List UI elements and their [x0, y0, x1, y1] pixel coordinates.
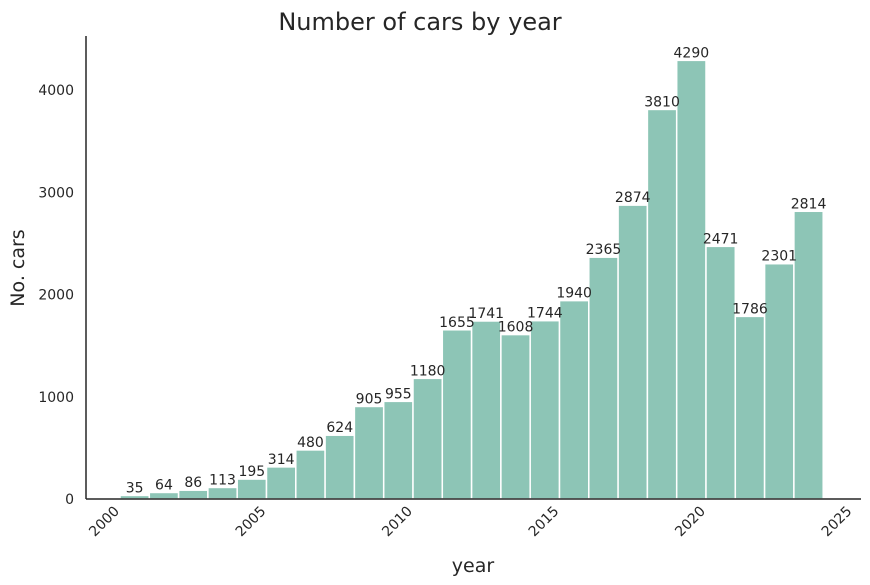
bar-value-label-2002: 86 [184, 475, 202, 491]
bar-value-label-2018: 3810 [644, 94, 680, 110]
bars-group [119, 59, 824, 500]
bar-2006 [295, 449, 326, 500]
bar-value-label-2001: 64 [155, 477, 173, 493]
bar-value-label-2017: 2874 [615, 190, 651, 206]
x-tick-labels: 2000 2005 2010 2015 2020 2025 [86, 504, 855, 541]
bar-2007 [324, 434, 356, 500]
bar-2017 [617, 204, 649, 500]
bar-value-label-2022: 2301 [761, 249, 797, 265]
bar-2002 [177, 489, 209, 500]
bar-value-label-2008: 905 [356, 391, 383, 407]
y-tick-label-4000: 4000 [38, 83, 74, 99]
bar-value-label-2014: 1744 [527, 306, 563, 322]
y-tick-label-1000: 1000 [38, 390, 74, 406]
x-axis-label: year [452, 555, 495, 577]
bar-2016 [588, 256, 619, 500]
bar-value-label-2021: 1786 [732, 301, 768, 317]
bar-2020 [705, 245, 737, 500]
bar-value-label-2000: 35 [126, 480, 144, 496]
bar-2021 [734, 315, 766, 500]
x-tick-label-2010: 2010 [379, 504, 416, 541]
bar-value-label-2009: 955 [385, 386, 412, 402]
bar-value-label-2006: 480 [297, 435, 324, 451]
bar-2010 [412, 377, 444, 500]
bar-2005 [265, 466, 297, 500]
bar-2011 [441, 329, 473, 500]
bar-2008 [353, 405, 385, 500]
bar-2018 [646, 108, 678, 500]
y-axis-label: No. cars [7, 229, 29, 306]
bar-value-label-2019: 4290 [674, 45, 710, 61]
bar-value-label-2023: 2814 [791, 196, 827, 212]
bar-value-label-2003: 113 [209, 472, 236, 488]
y-tick-labels: 0 1000 2000 3000 4000 [38, 83, 74, 508]
x-tick-label-2000: 2000 [86, 504, 123, 541]
x-tick-label-2005: 2005 [233, 504, 270, 541]
bar-value-label-2011: 1655 [439, 315, 475, 331]
bar-value-label-2012: 1741 [468, 306, 504, 322]
bar-value-label-2004: 195 [238, 464, 265, 480]
bar-2019 [675, 59, 707, 500]
bar-value-label-2007: 624 [326, 420, 353, 436]
bar-2004 [236, 478, 268, 500]
bar-value-label-2005: 314 [268, 452, 295, 468]
bar-2013 [500, 333, 531, 500]
y-tick-label-2000: 2000 [38, 288, 74, 304]
x-tick-label-2025: 2025 [819, 504, 856, 541]
x-tick-label-2020: 2020 [672, 504, 709, 541]
bar-value-label-2013: 1608 [498, 320, 534, 336]
chart-title: Number of cars by year [278, 8, 561, 36]
bar-2015 [558, 299, 590, 500]
bar-value-label-2010: 1180 [410, 363, 446, 379]
bar-2014 [529, 319, 561, 500]
y-tick-label-3000: 3000 [38, 185, 74, 201]
x-tick-label-2015: 2015 [526, 504, 563, 541]
bar-value-label-2020: 2471 [703, 231, 739, 247]
bar-value-label-2015: 1940 [556, 286, 592, 302]
bar-2012 [470, 320, 502, 500]
bar-value-label-2016: 2365 [586, 242, 622, 258]
bar-2003 [207, 486, 238, 500]
y-tick-label-0: 0 [65, 492, 74, 508]
bar-2009 [382, 400, 414, 500]
bar-2022 [763, 262, 795, 500]
bar-2023 [793, 210, 824, 500]
